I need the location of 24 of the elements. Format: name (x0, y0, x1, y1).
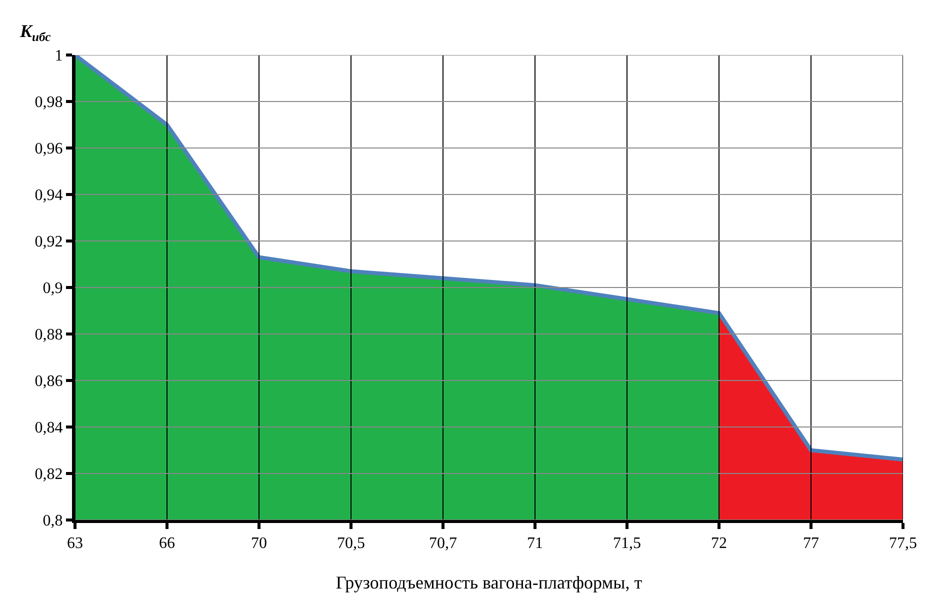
x-tick-label: 77 (803, 535, 819, 552)
x-tick-label: 77,5 (889, 535, 917, 552)
x-tick-label: 70 (251, 535, 267, 552)
y-tick-label: 0,88 (34, 326, 63, 344)
y-tick-label: 0,8 (42, 512, 63, 530)
y-axis-title: K$_{ибс}$ (19, 21, 52, 44)
line-series (75, 55, 903, 462)
x-tick-label: 66 (159, 535, 175, 552)
x-tick-label: 70,5 (337, 535, 365, 552)
x-tick-label: 71,5 (613, 535, 641, 552)
y-tick-label: 0,86 (34, 373, 63, 390)
y-tick-label: 0,82 (34, 466, 63, 484)
y-tick-label: 0,9 (42, 280, 63, 298)
y-tick-label: 0,84 (34, 420, 63, 437)
y-tick-label: 0,96 (34, 140, 63, 158)
y-tick-label: 0,98 (34, 94, 63, 112)
x-tick-label: 70,7 (429, 535, 457, 552)
y-tick-label: 1 (54, 48, 63, 65)
x-tick-label: 72 (711, 535, 727, 552)
x-axis-title: Грузоподъемность вагона-платформы, т (336, 572, 642, 592)
y-tick-label: 0,92 (34, 234, 63, 251)
y-tick-label: 0,94 (34, 187, 63, 204)
x-tick-label: 63 (67, 535, 83, 552)
x-tick-label: 71 (527, 535, 543, 552)
